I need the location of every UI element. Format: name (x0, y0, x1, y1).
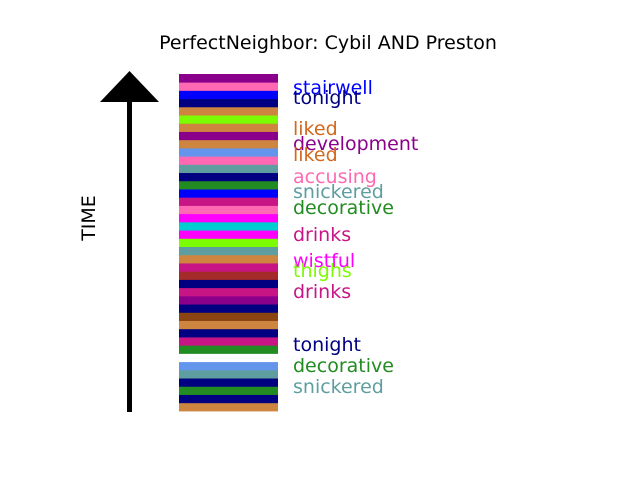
timeline-segment (179, 312, 278, 321)
timeline-segment (179, 180, 278, 190)
timeline-label: liked (293, 118, 338, 140)
timeline-segment (179, 378, 278, 387)
timeline-segment (179, 337, 278, 346)
timeline-label: drinks (293, 281, 351, 303)
timeline-label: snickered (293, 181, 384, 203)
timeline-segment (179, 189, 278, 198)
timeline-segment (179, 353, 278, 363)
timeline-segment (179, 238, 278, 248)
timeline-segment (179, 369, 278, 379)
timeline-segment (179, 123, 278, 132)
timeline-label: wistful (293, 250, 355, 272)
timeline-segment (179, 279, 278, 289)
timeline-label: liked (293, 144, 338, 166)
timeline-segment (179, 246, 278, 256)
timeline-label: tonight (293, 87, 361, 109)
timeline-label: development (293, 133, 418, 155)
timeline-label: accusing (293, 166, 377, 188)
timeline-segment (179, 156, 278, 165)
timeline-segment (179, 304, 278, 313)
timeline-segment (179, 213, 278, 223)
timeline-segment (179, 254, 278, 264)
time-arrow-head (100, 71, 159, 102)
timeline-segment (179, 98, 278, 108)
chart-title: PerfectNeighbor: Cybil AND Preston (159, 32, 497, 54)
timeline-segment (179, 361, 278, 371)
timeline-label: decorative (293, 197, 394, 219)
timeline-segment (179, 287, 278, 297)
timeline-segment (179, 320, 278, 330)
timeline-segment (179, 147, 278, 157)
timeline-segment (179, 221, 278, 231)
timeline-segment (179, 402, 278, 412)
timeline-segment (179, 230, 278, 239)
timeline-segment (179, 328, 278, 338)
timeline-label: tonight (293, 334, 361, 356)
timeline-segment (179, 90, 278, 100)
timeline-label: stairwell (293, 77, 373, 99)
timeline-label: snickered (293, 376, 384, 398)
timeline-bars (179, 74, 278, 412)
timeline-segment (179, 197, 278, 206)
timeline-segment (179, 205, 278, 215)
time-arrow (100, 71, 159, 412)
timeline-segment (179, 345, 278, 354)
timeline-label: decorative (293, 355, 394, 377)
timeline-segment (179, 271, 278, 280)
timeline-segment (179, 263, 278, 272)
timeline-segment (179, 106, 278, 116)
timeline-label: thighs (293, 260, 352, 282)
timeline-segment (179, 74, 278, 83)
timeline-segment (179, 172, 278, 182)
timeline-segment (179, 164, 278, 174)
timeline-segment (179, 82, 278, 91)
timeline-segment (179, 386, 278, 395)
timeline-segment (179, 115, 278, 124)
timeline-label: drinks (293, 224, 351, 246)
timeline-segment (179, 295, 278, 305)
time-arrow-shaft (127, 100, 132, 412)
timeline-segment (179, 131, 278, 141)
timeline-segment (179, 139, 278, 149)
timeline-segment (179, 394, 278, 404)
y-axis-label: TIME (78, 195, 100, 242)
timeline-labels: stairwelltonightlikeddevelopmentlikedacc… (293, 77, 418, 398)
